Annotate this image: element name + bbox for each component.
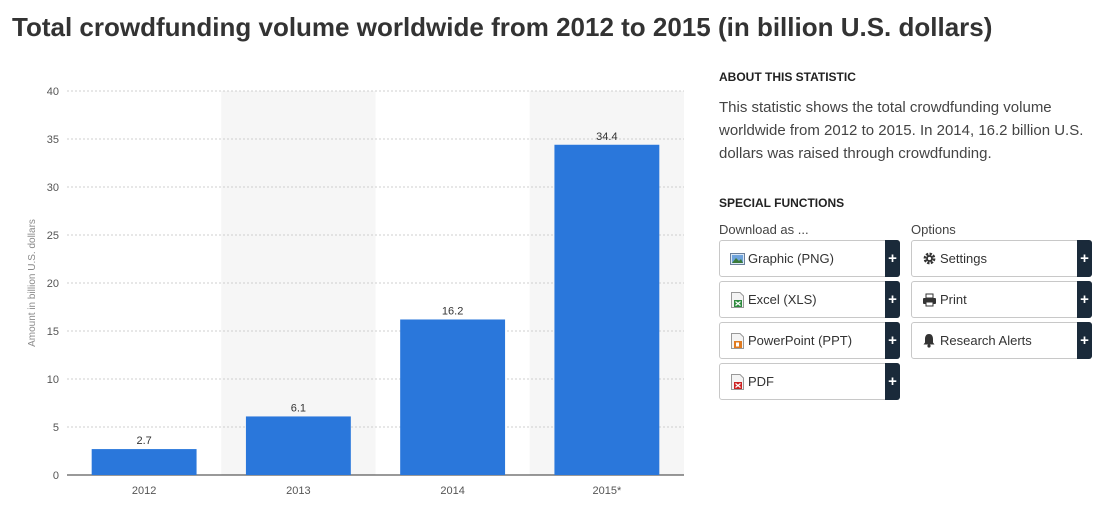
y-tick-label: 25: [47, 230, 59, 242]
pdf-file-icon: [729, 373, 745, 390]
download-xls-label: Excel (XLS): [748, 292, 817, 307]
download-title: Download as ...: [719, 222, 809, 237]
y-tick-label: 35: [47, 134, 59, 146]
chart-area: 0 5 10 15 20 25 30 35 40 2.7 2012 6.1 2013 16.2 2014 34…: [0, 70, 700, 516]
print-label: Print: [940, 292, 967, 307]
bar: [400, 319, 506, 475]
y-tick-label: 30: [47, 182, 59, 194]
data-label: 6.1: [291, 402, 306, 414]
y-tick-label: 20: [47, 278, 59, 290]
ppt-file-icon: [729, 332, 745, 349]
y-axis-label: Amount in billion U.S. dollars: [27, 219, 38, 347]
about-section: ABOUT THIS STATISTIC This statistic show…: [719, 70, 1104, 165]
bar: [91, 449, 197, 475]
expand-print-button[interactable]: +: [1077, 281, 1092, 318]
about-text: This statistic shows the total crowdfund…: [719, 99, 1084, 162]
png-file-icon: [729, 251, 745, 267]
y-tick-label: 40: [47, 86, 59, 98]
expand-ppt-button[interactable]: +: [885, 322, 900, 359]
x-tick-label: 2014: [440, 485, 464, 497]
research-alerts-label: Research Alerts: [940, 333, 1032, 348]
column-band: [221, 91, 376, 475]
printer-icon: [921, 292, 937, 308]
special-functions-section: SPECIAL FUNCTIONS Download as ... Graphi…: [719, 196, 1104, 404]
data-label: 2.7: [136, 435, 151, 447]
page-title: Total crowdfunding volume worldwide from…: [12, 12, 993, 42]
x-tick-label: 2013: [286, 485, 310, 497]
x-tick-label: 2012: [132, 485, 156, 497]
download-xls-button[interactable]: Excel (XLS) +: [719, 281, 900, 318]
special-functions-heading: SPECIAL FUNCTIONS: [719, 196, 845, 210]
gear-icon: [921, 251, 937, 267]
expand-pdf-button[interactable]: +: [885, 363, 900, 400]
research-alerts-button[interactable]: Research Alerts +: [911, 322, 1092, 359]
data-label: 34.4: [596, 131, 617, 143]
xls-file-icon: [729, 291, 745, 308]
settings-label: Settings: [940, 251, 987, 266]
settings-button[interactable]: Settings +: [911, 240, 1092, 277]
expand-research-alerts-button[interactable]: +: [1077, 322, 1092, 359]
about-heading: ABOUT THIS STATISTIC: [719, 70, 856, 84]
bar: [245, 416, 351, 475]
y-tick-label: 15: [47, 326, 59, 338]
bell-icon: [921, 333, 937, 349]
bar-chart: 0 5 10 15 20 25 30 35 40 2.7 2012 6.1 2013 16.2 2014 34…: [27, 86, 684, 497]
download-pdf-button[interactable]: PDF +: [719, 363, 900, 400]
download-column: Download as ... Graphic (PNG) + Excel (X…: [719, 222, 902, 404]
download-ppt-label: PowerPoint (PPT): [748, 333, 853, 348]
y-tick-label: 10: [47, 374, 59, 386]
data-label: 16.2: [442, 305, 463, 317]
expand-settings-button[interactable]: +: [1077, 240, 1092, 277]
download-pdf-label: PDF: [748, 374, 774, 389]
download-ppt-button[interactable]: PowerPoint (PPT) +: [719, 322, 900, 359]
x-tick-label: 2015*: [592, 485, 621, 497]
print-button[interactable]: Print +: [911, 281, 1092, 318]
options-column: Options Settings + Print + Research: [911, 222, 1094, 404]
y-tick-label: 0: [53, 470, 59, 482]
download-png-label: Graphic (PNG): [748, 251, 834, 266]
y-tick-label: 5: [53, 422, 59, 434]
expand-xls-button[interactable]: +: [885, 281, 900, 318]
bar: [554, 144, 660, 475]
options-title: Options: [911, 222, 956, 237]
expand-png-button[interactable]: +: [885, 240, 900, 277]
download-png-button[interactable]: Graphic (PNG) +: [719, 240, 900, 277]
